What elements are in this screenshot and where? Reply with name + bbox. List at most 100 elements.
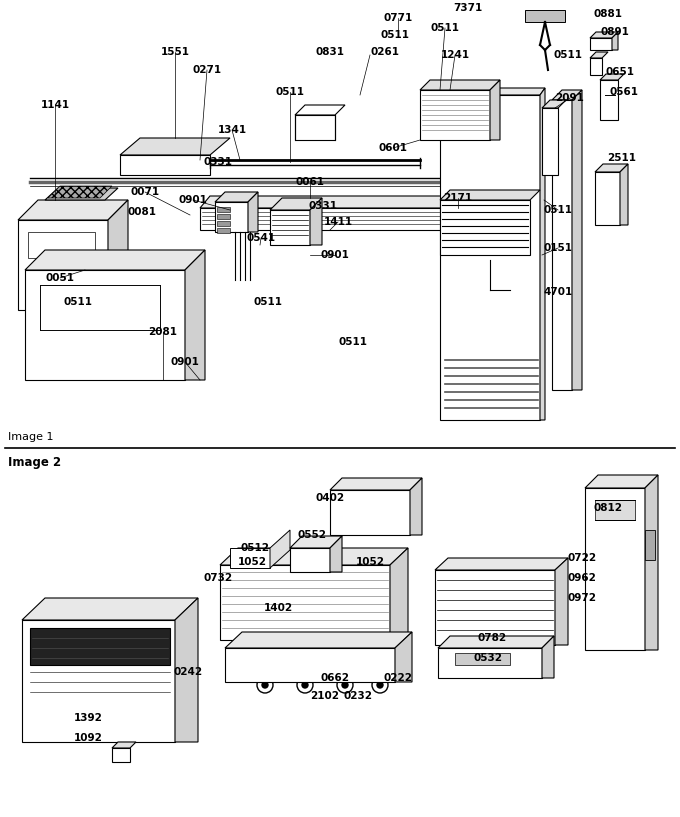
Polygon shape xyxy=(295,115,335,140)
Text: 0972: 0972 xyxy=(568,593,596,603)
Text: 0901: 0901 xyxy=(320,250,350,260)
Polygon shape xyxy=(215,192,258,202)
Polygon shape xyxy=(600,74,624,80)
Polygon shape xyxy=(330,478,422,490)
Polygon shape xyxy=(440,95,540,420)
Text: 1241: 1241 xyxy=(441,50,470,60)
Polygon shape xyxy=(572,90,582,390)
Circle shape xyxy=(66,291,74,299)
Text: 0722: 0722 xyxy=(567,553,596,563)
Circle shape xyxy=(262,682,268,688)
Text: 7371: 7371 xyxy=(454,3,483,13)
Polygon shape xyxy=(585,475,658,488)
Text: 2511: 2511 xyxy=(607,153,636,163)
Polygon shape xyxy=(217,207,230,212)
Polygon shape xyxy=(290,548,330,572)
Polygon shape xyxy=(542,108,558,175)
Polygon shape xyxy=(612,32,618,50)
Text: 2171: 2171 xyxy=(443,193,473,203)
Polygon shape xyxy=(440,200,530,255)
Polygon shape xyxy=(225,648,395,682)
Text: 0532: 0532 xyxy=(473,653,503,663)
Text: 1392: 1392 xyxy=(73,713,103,723)
Text: 0651: 0651 xyxy=(605,67,634,77)
Polygon shape xyxy=(112,748,130,762)
Polygon shape xyxy=(435,570,555,645)
Text: 0782: 0782 xyxy=(477,633,507,643)
Text: 0881: 0881 xyxy=(594,9,622,19)
Polygon shape xyxy=(270,198,322,210)
Polygon shape xyxy=(590,32,618,38)
Text: 0151: 0151 xyxy=(543,243,573,253)
Text: 0232: 0232 xyxy=(343,691,373,701)
Text: 0331: 0331 xyxy=(203,157,233,167)
Text: 0511: 0511 xyxy=(275,87,305,97)
Polygon shape xyxy=(542,100,566,108)
Polygon shape xyxy=(25,270,185,380)
Text: 2081: 2081 xyxy=(148,327,177,337)
Polygon shape xyxy=(200,208,520,230)
Polygon shape xyxy=(290,536,342,548)
Text: 0242: 0242 xyxy=(173,667,203,677)
Text: 0261: 0261 xyxy=(371,47,400,57)
Polygon shape xyxy=(540,88,545,420)
Polygon shape xyxy=(215,202,248,232)
Circle shape xyxy=(342,682,348,688)
Polygon shape xyxy=(590,52,608,58)
Text: 1411: 1411 xyxy=(324,217,352,227)
Polygon shape xyxy=(175,598,198,742)
Polygon shape xyxy=(217,228,230,233)
Text: 1052: 1052 xyxy=(237,557,267,567)
Text: 0771: 0771 xyxy=(384,13,413,23)
Text: 0561: 0561 xyxy=(609,87,639,97)
Polygon shape xyxy=(585,488,645,650)
Text: 0512: 0512 xyxy=(241,543,269,553)
Polygon shape xyxy=(552,90,582,100)
Text: 4701: 4701 xyxy=(543,287,573,297)
Polygon shape xyxy=(230,548,270,568)
Polygon shape xyxy=(108,200,128,310)
Polygon shape xyxy=(22,620,175,742)
Text: 0962: 0962 xyxy=(568,573,596,583)
Text: Image 1: Image 1 xyxy=(8,431,54,442)
Polygon shape xyxy=(330,536,342,572)
Text: 0601: 0601 xyxy=(379,143,407,153)
Polygon shape xyxy=(225,632,412,648)
Polygon shape xyxy=(220,565,390,640)
Circle shape xyxy=(377,682,383,688)
Polygon shape xyxy=(420,80,500,90)
Text: 0271: 0271 xyxy=(192,65,222,75)
Polygon shape xyxy=(25,250,205,270)
Polygon shape xyxy=(22,598,198,620)
Polygon shape xyxy=(440,88,545,95)
Polygon shape xyxy=(490,80,500,140)
Text: 0511: 0511 xyxy=(63,297,92,307)
Polygon shape xyxy=(185,250,205,380)
Text: Image 2: Image 2 xyxy=(8,456,61,469)
Polygon shape xyxy=(455,653,510,665)
Polygon shape xyxy=(220,548,408,565)
Polygon shape xyxy=(120,155,210,175)
Polygon shape xyxy=(600,80,618,120)
Polygon shape xyxy=(590,38,612,50)
Polygon shape xyxy=(18,220,108,310)
Polygon shape xyxy=(270,210,310,245)
Polygon shape xyxy=(420,90,490,140)
Text: 0732: 0732 xyxy=(203,573,233,583)
Polygon shape xyxy=(390,548,408,640)
Circle shape xyxy=(302,682,308,688)
Polygon shape xyxy=(28,232,95,258)
Polygon shape xyxy=(438,636,554,648)
Text: 2102: 2102 xyxy=(311,691,339,701)
Polygon shape xyxy=(595,172,620,225)
Polygon shape xyxy=(248,192,258,232)
Polygon shape xyxy=(18,200,128,220)
Polygon shape xyxy=(410,478,422,535)
Polygon shape xyxy=(645,475,658,650)
Polygon shape xyxy=(595,500,635,520)
Text: 1551: 1551 xyxy=(160,47,190,57)
Polygon shape xyxy=(595,164,628,172)
Polygon shape xyxy=(552,100,572,390)
Text: 0901: 0901 xyxy=(171,357,199,367)
Text: 0511: 0511 xyxy=(554,50,583,60)
